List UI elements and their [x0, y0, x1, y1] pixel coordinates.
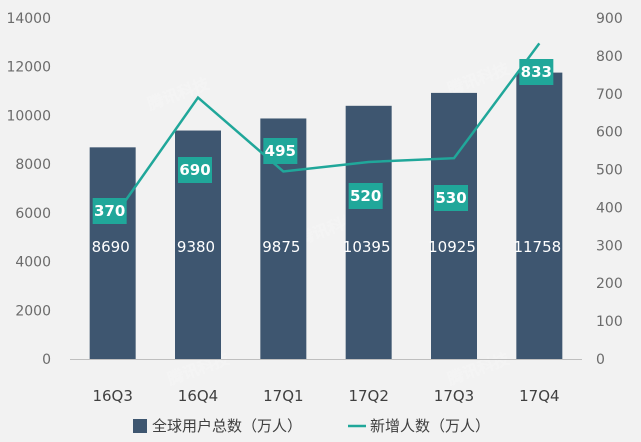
line-value-label: 495 — [265, 142, 296, 160]
bar-value-label: 10395 — [343, 238, 391, 256]
line-series — [111, 42, 541, 220]
line-value-label: 370 — [94, 202, 125, 220]
category-label: 17Q4 — [519, 387, 559, 405]
left-axis-tick-label: 4000 — [15, 255, 51, 271]
line-value-box — [178, 157, 212, 183]
bar — [89, 147, 136, 359]
left-axis-tick-label: 8000 — [15, 157, 51, 173]
bar-value-label: 10925 — [428, 238, 476, 256]
category-label: 17Q1 — [263, 387, 303, 405]
line-value-box — [348, 183, 383, 209]
category-label: 17Q3 — [434, 387, 474, 405]
category-label: 16Q4 — [178, 387, 218, 405]
legend-label-bar: 全球用户总数（万人） — [152, 417, 302, 435]
line-value-label: 530 — [435, 189, 466, 207]
left-axis-tick-label: 14000 — [6, 11, 51, 27]
bar — [345, 105, 392, 360]
right-axis-tick-label: 400 — [596, 200, 623, 216]
line-value-label: 833 — [521, 63, 552, 81]
right-axis-tick-label: 900 — [596, 11, 623, 27]
left-axis-tick-label: 12000 — [6, 60, 51, 76]
line-value-box — [519, 59, 554, 85]
right-axis-tick-label: 500 — [596, 163, 623, 179]
line-value-box — [263, 138, 298, 164]
left-axis-tick-label: 6000 — [15, 206, 51, 222]
legend-label-line: 新增人数（万人） — [370, 417, 490, 435]
right-axis-tick-label: 700 — [596, 87, 623, 103]
bar — [431, 92, 477, 359]
category-label: 17Q2 — [348, 387, 388, 405]
right-axis-tick-label: 0 — [596, 352, 605, 368]
line-value-label: 690 — [179, 161, 210, 179]
bar-value-label: 8690 — [92, 238, 130, 256]
line-value-label: 520 — [350, 187, 381, 205]
bar — [516, 72, 563, 360]
right-axis-tick-label: 100 — [596, 314, 623, 330]
bar-value-label: 11758 — [513, 238, 561, 256]
bar-value-label: 9380 — [177, 238, 215, 256]
legend-swatch-bar — [133, 419, 147, 433]
left-axis-tick-label: 0 — [42, 352, 51, 368]
left-axis-tick-label: 2000 — [15, 303, 51, 319]
line-value-box — [434, 185, 468, 211]
right-axis-tick-label: 600 — [596, 125, 623, 141]
left-axis-tick-label: 10000 — [6, 108, 51, 124]
line-value-box — [92, 198, 127, 224]
right-axis-tick-label: 300 — [596, 238, 623, 254]
category-label: 16Q3 — [92, 387, 132, 405]
right-axis-tick-label: 800 — [596, 49, 623, 65]
watermark: 腾讯科技 — [145, 74, 213, 114]
bar-value-label: 9875 — [262, 238, 300, 256]
right-axis-tick-label: 200 — [596, 276, 623, 292]
